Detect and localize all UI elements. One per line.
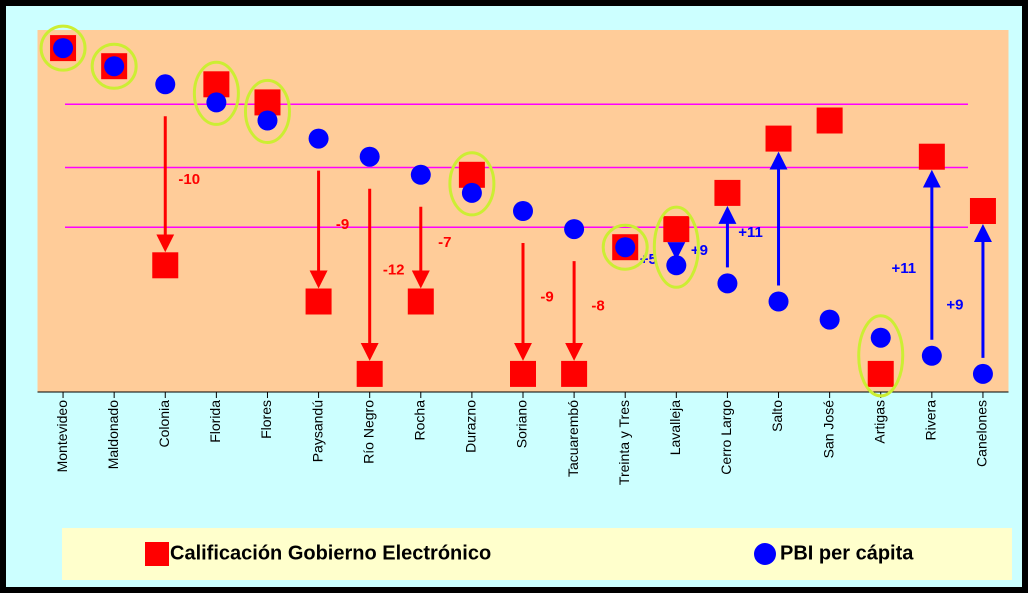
x-tick-label: Colonia xyxy=(156,400,172,448)
gdp-marker xyxy=(666,255,687,276)
gdp-marker xyxy=(921,345,942,366)
highlight-ring xyxy=(448,151,496,217)
gdp-marker xyxy=(206,92,227,113)
gov-score-marker xyxy=(969,198,996,224)
gdp-marker xyxy=(768,291,789,312)
gdp-marker xyxy=(410,164,431,185)
gdp-marker xyxy=(870,327,891,348)
gov-score-marker xyxy=(561,360,588,387)
gdp-marker xyxy=(615,237,636,258)
highlight-ring xyxy=(652,205,700,289)
x-tick-label: Montevideo xyxy=(54,400,70,473)
x-tick-label: Florida xyxy=(207,400,223,443)
gdp-marker xyxy=(359,146,380,167)
x-tick-label: Artigas xyxy=(871,400,887,444)
gov-score-marker xyxy=(663,216,690,243)
gdp-marker xyxy=(155,74,176,95)
difference-label: +11 xyxy=(892,260,917,277)
gov-score-marker xyxy=(305,288,332,315)
difference-label: -9 xyxy=(336,216,349,233)
x-tick-label: Cerro Largo xyxy=(718,400,734,475)
gov-score-marker xyxy=(407,288,434,315)
gov-score-marker xyxy=(152,252,179,279)
x-tick-label: Salto xyxy=(769,400,785,432)
legend-label: Calificación Gobierno Electrónico xyxy=(170,542,491,564)
x-tick-label: Río Negro xyxy=(360,400,376,464)
gdp-marker xyxy=(972,363,993,384)
legend-marker xyxy=(145,542,169,566)
gdp-marker xyxy=(53,38,74,59)
x-tick-label: Treinta y Tres xyxy=(616,400,632,485)
legend-label: PBI per cápita xyxy=(780,542,914,564)
highlight-ring xyxy=(39,24,87,72)
legend-box xyxy=(62,528,1012,580)
gdp-marker xyxy=(513,201,533,221)
gdp-marker xyxy=(308,128,329,149)
x-tick-label: San José xyxy=(820,400,836,459)
highlight-ring xyxy=(243,78,291,144)
gov-score-marker xyxy=(510,360,536,387)
x-tick-label: Paysandú xyxy=(309,400,325,462)
gov-score-marker xyxy=(714,179,741,206)
highlight-ring xyxy=(90,42,138,90)
difference-label: +9 xyxy=(946,296,963,313)
gov-score-marker xyxy=(816,107,843,134)
highlight-ring xyxy=(857,314,905,398)
gdp-marker xyxy=(461,182,482,203)
x-tick-label: Rivera xyxy=(923,400,939,441)
difference-label: +11 xyxy=(738,224,763,241)
difference-label: -9 xyxy=(540,288,553,305)
x-tick-label: Rocha xyxy=(411,400,427,441)
gov-score-marker xyxy=(356,360,383,387)
difference-label: +5 xyxy=(640,251,657,268)
x-tick-label: Lavalleja xyxy=(667,400,683,455)
legend-marker xyxy=(754,543,776,565)
gov-score-marker xyxy=(918,143,945,170)
x-tick-label: Canelones xyxy=(974,400,990,467)
gdp-marker xyxy=(819,309,840,330)
gov-score-marker xyxy=(765,125,792,152)
gdp-marker xyxy=(717,273,738,294)
x-tick-label: Soriano xyxy=(514,400,530,448)
gdp-marker xyxy=(564,219,585,240)
x-tick-label: Flores xyxy=(258,400,274,439)
difference-label: -12 xyxy=(383,261,405,278)
x-tick-label: Maldonado xyxy=(105,400,121,469)
difference-label: -10 xyxy=(178,171,200,188)
x-tick-label: Tacuarembó xyxy=(565,400,581,477)
gdp-marker xyxy=(257,110,278,131)
difference-label: -7 xyxy=(438,234,451,251)
difference-label: -8 xyxy=(591,297,604,314)
gov-score-marker xyxy=(867,360,894,387)
highlight-ring xyxy=(601,223,649,271)
gdp-marker xyxy=(104,56,125,77)
highlight-ring xyxy=(192,60,240,126)
x-tick-label: Durazno xyxy=(463,400,479,453)
